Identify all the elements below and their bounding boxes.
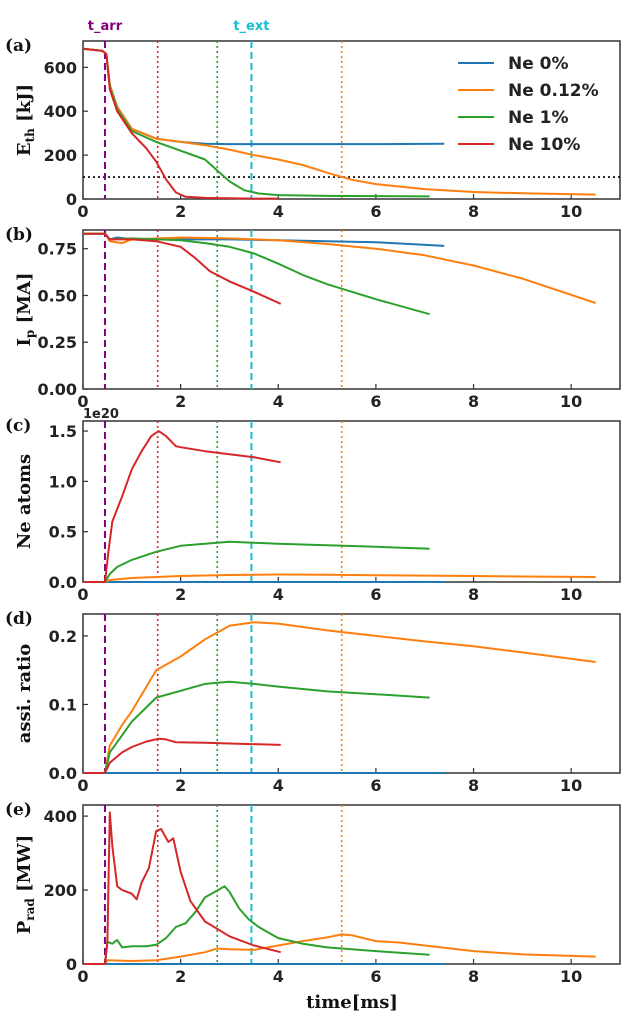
legend-label: Ne 10% bbox=[508, 135, 580, 155]
panel-a-x-tick-label: 10 bbox=[560, 202, 582, 221]
panel-b-y-tick-label: 0.50 bbox=[38, 286, 77, 305]
panel-a-y-tick-label: 400 bbox=[44, 102, 77, 121]
panel-c-series-ne-0-12- bbox=[83, 573, 596, 583]
panel-d-letter: (d) bbox=[5, 609, 33, 629]
panel-e-y-tick-label: 400 bbox=[44, 807, 77, 826]
panel-b-x-tick-label: 8 bbox=[468, 392, 479, 411]
panel-b-x-tick-label: 6 bbox=[370, 392, 381, 411]
legend-label: Ne 1% bbox=[508, 108, 569, 128]
panel-c-sci-offset: 1e20 bbox=[83, 407, 119, 422]
panel-c-frame bbox=[82, 420, 621, 583]
panel-a-y-axis-label: Eth [kJ] bbox=[14, 84, 37, 156]
panel-c-y-tick-label: 1.0 bbox=[49, 472, 77, 491]
x-axis-label: time[ms] bbox=[306, 992, 398, 1013]
panel-a-x-tick-label: 8 bbox=[468, 202, 479, 221]
panel-a-series-ne-0- bbox=[82, 47, 445, 146]
panel-a-frame bbox=[82, 40, 621, 200]
panel-c-y-tick-label: 0.5 bbox=[49, 523, 77, 542]
panel-b-series-ne-10- bbox=[83, 232, 282, 305]
legend-label: Ne 0.12% bbox=[508, 81, 599, 101]
panel-e-x-tick-label: 4 bbox=[273, 967, 284, 986]
panel-c-y-axis-label: Ne atoms bbox=[14, 454, 35, 549]
panel-e-x-tick-label: 2 bbox=[175, 967, 186, 986]
panel-d-y-axis-label: assi. ratio bbox=[14, 644, 35, 744]
panel-c-series-ne-1- bbox=[83, 540, 430, 583]
panel-c-x-tick-label: 0 bbox=[77, 585, 88, 604]
panel-c-x-tick-label: 4 bbox=[273, 585, 284, 604]
panel-c-x-tick-label: 6 bbox=[370, 585, 381, 604]
panel-c-x-tick-label: 10 bbox=[560, 585, 582, 604]
panel-c-y-tick-label: 1.5 bbox=[49, 422, 77, 441]
panel-a-series-ne-10- bbox=[82, 47, 279, 200]
panel-a-x-tick-label: 2 bbox=[175, 202, 186, 221]
panel-c-y-tick-label: 0.0 bbox=[49, 573, 77, 592]
panel-e-y-tick-label: 200 bbox=[44, 881, 77, 900]
panel-b-x-tick-label: 10 bbox=[560, 392, 582, 411]
panel-b-y-tick-label: 0.00 bbox=[38, 380, 77, 399]
panel-d-y-tick-label: 0.0 bbox=[49, 764, 77, 783]
panel-b-frame bbox=[82, 229, 621, 390]
panel-d-series-ne-0-12- bbox=[83, 621, 596, 774]
panel-d-y-tick-label: 0.2 bbox=[49, 627, 77, 646]
panel-c-x-tick-label: 2 bbox=[175, 585, 186, 604]
panel-e-y-axis-label: Prad [MW] bbox=[14, 835, 37, 935]
panel-e-x-tick-label: 8 bbox=[468, 967, 479, 986]
panel-c-letter: (c) bbox=[5, 416, 31, 436]
panel-a-y-tick-label: 600 bbox=[44, 58, 77, 77]
t-arr-label: t_arr bbox=[88, 19, 123, 34]
panel-d-x-tick-label: 10 bbox=[560, 776, 582, 795]
panel-e-x-tick-label: 10 bbox=[560, 967, 582, 986]
t-ext-label: t_ext bbox=[233, 19, 269, 34]
panel-d-x-tick-label: 6 bbox=[370, 776, 381, 795]
panel-d-x-tick-label: 0 bbox=[77, 776, 88, 795]
panel-b-letter: (b) bbox=[5, 225, 33, 245]
panel-a-x-tick-label: 0 bbox=[77, 202, 88, 221]
panel-e-x-tick-label: 6 bbox=[370, 967, 381, 986]
panel-b-y-tick-label: 0.25 bbox=[38, 333, 77, 352]
panel-b-x-tick-label: 2 bbox=[175, 392, 186, 411]
panel-a-x-tick-label: 4 bbox=[273, 202, 284, 221]
panel-d-y-tick-label: 0.1 bbox=[49, 695, 77, 714]
panel-c-x-tick-label: 8 bbox=[468, 585, 479, 604]
panel-a-y-tick-label: 0 bbox=[66, 190, 77, 209]
panel-d-x-tick-label: 8 bbox=[468, 776, 479, 795]
panel-b-x-tick-label: 0 bbox=[77, 392, 88, 411]
panel-e-series-ne-10- bbox=[83, 811, 281, 965]
panel-b-x-tick-label: 4 bbox=[273, 392, 284, 411]
panel-e-series-ne-1- bbox=[83, 885, 430, 965]
panel-a-series-ne-1- bbox=[82, 47, 430, 198]
panel-a-letter: (a) bbox=[5, 36, 32, 56]
panel-a-x-tick-label: 6 bbox=[370, 202, 381, 221]
panel-b-y-tick-label: 0.75 bbox=[38, 240, 77, 259]
panel-e-x-tick-label: 0 bbox=[77, 967, 88, 986]
panel-a-y-tick-label: 200 bbox=[44, 146, 77, 165]
panel-b-series-ne-1- bbox=[83, 232, 430, 316]
panel-b-y-axis-label: Ip [MA] bbox=[14, 272, 37, 346]
legend-label: Ne 0% bbox=[508, 54, 569, 74]
panel-c-series-ne-10- bbox=[83, 430, 281, 583]
panel-e-y-tick-label: 0 bbox=[66, 955, 77, 974]
panel-e-letter: (e) bbox=[5, 800, 32, 820]
panel-d-series-ne-1- bbox=[83, 680, 430, 774]
panel-d-x-tick-label: 2 bbox=[175, 776, 186, 795]
panel-e-series-ne-0-12- bbox=[83, 933, 596, 965]
panel-d-series-ne-10- bbox=[83, 737, 281, 774]
panel-d-x-tick-label: 4 bbox=[273, 776, 284, 795]
panel-b-series-ne-0-12- bbox=[83, 232, 596, 304]
